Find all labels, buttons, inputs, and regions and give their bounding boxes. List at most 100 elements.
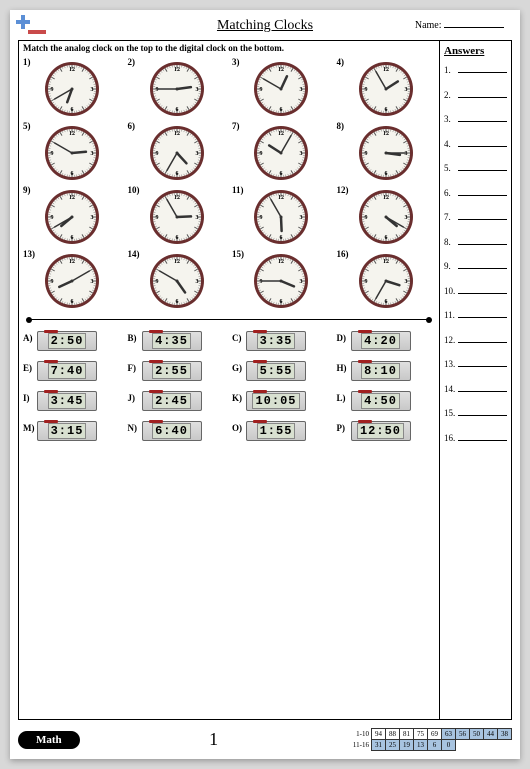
svg-text:3: 3 — [91, 215, 94, 221]
digital-clock-cell: B)4:35 — [128, 331, 227, 351]
answer-line[interactable]: 6. — [444, 186, 507, 198]
analog-clock-cell: 11) 12 3 6 9 — [232, 185, 331, 245]
answer-line[interactable]: 15. — [444, 406, 507, 418]
svg-text:3: 3 — [404, 215, 407, 221]
svg-text:9: 9 — [51, 215, 54, 221]
cell-label: J) — [128, 393, 136, 403]
answer-line[interactable]: 12. — [444, 333, 507, 345]
analog-clock-icon: 12 3 6 9 — [337, 249, 436, 309]
digital-clock-icon: 4:35 — [142, 331, 202, 351]
digital-time: 1:55 — [257, 423, 296, 439]
svg-text:3: 3 — [300, 151, 303, 157]
analog-clock-cell: 5) 12 3 6 9 — [23, 121, 122, 181]
answer-line[interactable]: 5. — [444, 161, 507, 173]
svg-text:9: 9 — [155, 279, 158, 285]
cell-label: K) — [232, 393, 242, 403]
analog-clock-cell: 16) 12 3 6 9 — [337, 249, 436, 309]
svg-text:6: 6 — [71, 299, 74, 305]
cell-label: 16) — [337, 249, 349, 259]
analog-clock-icon: 12 3 6 9 — [23, 57, 122, 117]
analog-clock-icon: 12 3 6 9 — [128, 121, 227, 181]
digital-time: 12:50 — [357, 423, 404, 439]
svg-text:3: 3 — [195, 215, 198, 221]
svg-text:6: 6 — [175, 171, 178, 177]
svg-text:6: 6 — [280, 171, 283, 177]
answer-line[interactable]: 13. — [444, 357, 507, 369]
main-area: Match the analog clock on the top to the… — [18, 40, 440, 720]
digital-clock-cell: N)6:40 — [128, 421, 227, 441]
cell-label: L) — [337, 393, 346, 403]
subject-badge: Math — [18, 731, 80, 749]
svg-text:3: 3 — [300, 87, 303, 93]
answer-line[interactable]: 16. — [444, 431, 507, 443]
header: Matching Clocks Name: — [18, 16, 512, 40]
answer-line[interactable]: 2. — [444, 88, 507, 100]
digital-time: 7:40 — [48, 363, 87, 379]
name-blank[interactable] — [444, 27, 504, 28]
analog-clock-cell: 8) 12 3 6 9 — [337, 121, 436, 181]
answer-line[interactable]: 10. — [444, 284, 507, 296]
digital-clock-cell: A)2:50 — [23, 331, 122, 351]
answer-line[interactable]: 9. — [444, 259, 507, 271]
svg-text:6: 6 — [384, 299, 387, 305]
digital-clock-cell: D)4:20 — [337, 331, 436, 351]
digital-time: 2:55 — [152, 363, 191, 379]
answer-line[interactable]: 4. — [444, 137, 507, 149]
analog-clock-icon: 12 3 6 9 — [232, 185, 331, 245]
svg-text:3: 3 — [195, 279, 198, 285]
analog-clock-cell: 14) 12 3 6 9 — [128, 249, 227, 309]
cell-label: 12) — [337, 185, 349, 195]
digital-clock-icon: 1:55 — [246, 421, 306, 441]
digital-time: 5:55 — [257, 363, 296, 379]
digital-time: 3:35 — [257, 333, 296, 349]
answer-line[interactable]: 1. — [444, 63, 507, 75]
answer-line[interactable]: 14. — [444, 382, 507, 394]
answer-line[interactable]: 7. — [444, 210, 507, 222]
cell-label: 10) — [128, 185, 140, 195]
svg-text:12: 12 — [69, 131, 75, 137]
analog-clock-icon: 12 3 6 9 — [128, 57, 227, 117]
analog-clock-icon: 12 3 6 9 — [232, 57, 331, 117]
cell-label: O) — [232, 423, 242, 433]
svg-text:6: 6 — [280, 299, 283, 305]
analog-clock-cell: 1) 12 3 6 9 — [23, 57, 122, 117]
svg-text:3: 3 — [404, 151, 407, 157]
answer-line[interactable]: 11. — [444, 308, 507, 320]
digital-clock-cell: G) 5:55 — [232, 361, 331, 381]
analog-clock-cell: 10) 12 3 6 9 — [128, 185, 227, 245]
svg-text:12: 12 — [69, 259, 75, 265]
digital-clock-cell: K) 10:05 — [232, 391, 331, 411]
cell-label: G) — [232, 363, 242, 373]
cell-label: I) — [23, 393, 30, 403]
cell-label: 14) — [128, 249, 140, 259]
svg-text:9: 9 — [364, 87, 367, 93]
footer: Math 1 1-109488817569635650443811-163125… — [18, 728, 512, 751]
digital-clock-icon: 2:45 — [142, 391, 202, 411]
digital-clock-cell: E)7:40 — [23, 361, 122, 381]
svg-text:9: 9 — [260, 279, 263, 285]
cell-label: P) — [337, 423, 346, 433]
svg-text:12: 12 — [174, 259, 180, 265]
cell-label: M) — [23, 423, 35, 433]
svg-text:12: 12 — [69, 67, 75, 73]
answer-line[interactable]: 3. — [444, 112, 507, 124]
svg-text:9: 9 — [51, 87, 54, 93]
svg-text:12: 12 — [278, 131, 284, 137]
digital-clock-grid: A)2:50B)4:35C)3:35D)4:20E)7:40F)2:55G)5:… — [23, 331, 435, 441]
page-title: Matching Clocks — [217, 18, 313, 34]
digital-time: 6:40 — [152, 423, 191, 439]
analog-clock-cell: 4) 12 3 6 9 — [337, 57, 436, 117]
digital-time: 3:15 — [48, 423, 87, 439]
answer-line[interactable]: 8. — [444, 235, 507, 247]
digital-time: 10:05 — [252, 393, 299, 409]
cell-label: 1) — [23, 57, 31, 67]
cell-label: 4) — [337, 57, 345, 67]
digital-clock-cell: L)4:50 — [337, 391, 436, 411]
svg-text:12: 12 — [383, 195, 389, 201]
analog-clock-icon: 12 3 6 9 — [337, 185, 436, 245]
cell-label: 5) — [23, 121, 31, 131]
svg-text:12: 12 — [69, 195, 75, 201]
svg-text:3: 3 — [91, 87, 94, 93]
analog-clock-icon: 12 3 6 9 — [128, 249, 227, 309]
analog-clock-cell: 7) 12 3 6 9 — [232, 121, 331, 181]
